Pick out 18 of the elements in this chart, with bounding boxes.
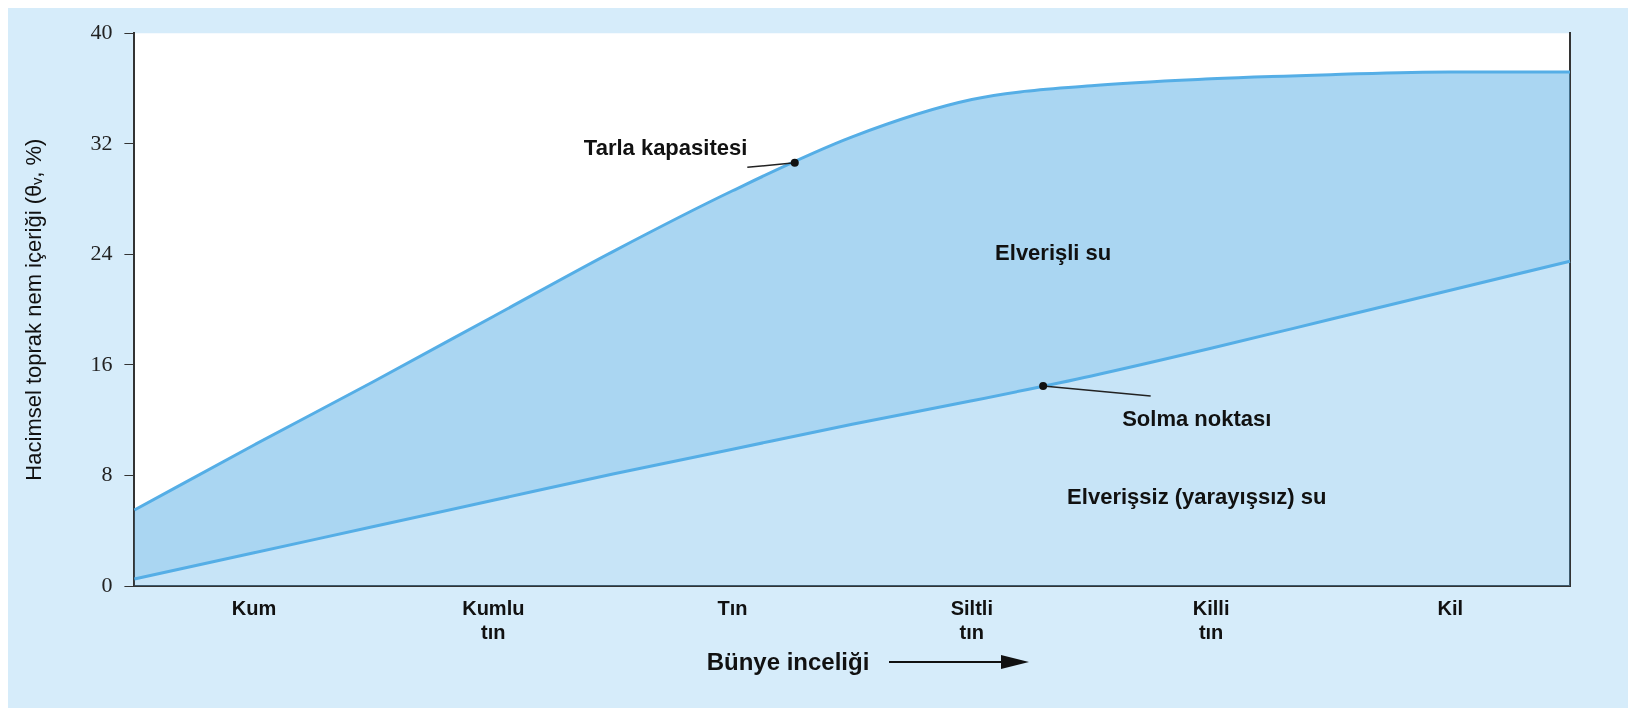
series-label: Tarla kapasitesi (583, 135, 748, 161)
x-tick-label: Siltli tın (950, 596, 993, 643)
y-axis-title: Hacimsel toprak nem içeriği (θᵥ, %) (21, 138, 47, 481)
y-tick-label: 8 (101, 461, 113, 487)
annotation: Elverişli su (995, 240, 1112, 266)
y-tick-label: 40 (90, 18, 113, 44)
x-tick-label: Kumlu tın (462, 596, 525, 643)
x-axis-title: Bünye inceliği (706, 648, 870, 676)
x-tick-label: Kil (1437, 596, 1464, 619)
y-tick-label: 0 (101, 571, 113, 597)
x-tick-label: Killi tın (1192, 596, 1230, 643)
series-label: Solma noktası (1122, 406, 1272, 432)
y-tick-label: 32 (90, 129, 113, 155)
x-tick-label: Tın (717, 596, 748, 619)
x-tick-label: Kum (231, 596, 277, 619)
annotation: Elverişsiz (yarayışsız) su (1067, 483, 1327, 509)
y-tick-label: 16 (90, 350, 113, 376)
y-tick-label: 24 (90, 240, 113, 266)
